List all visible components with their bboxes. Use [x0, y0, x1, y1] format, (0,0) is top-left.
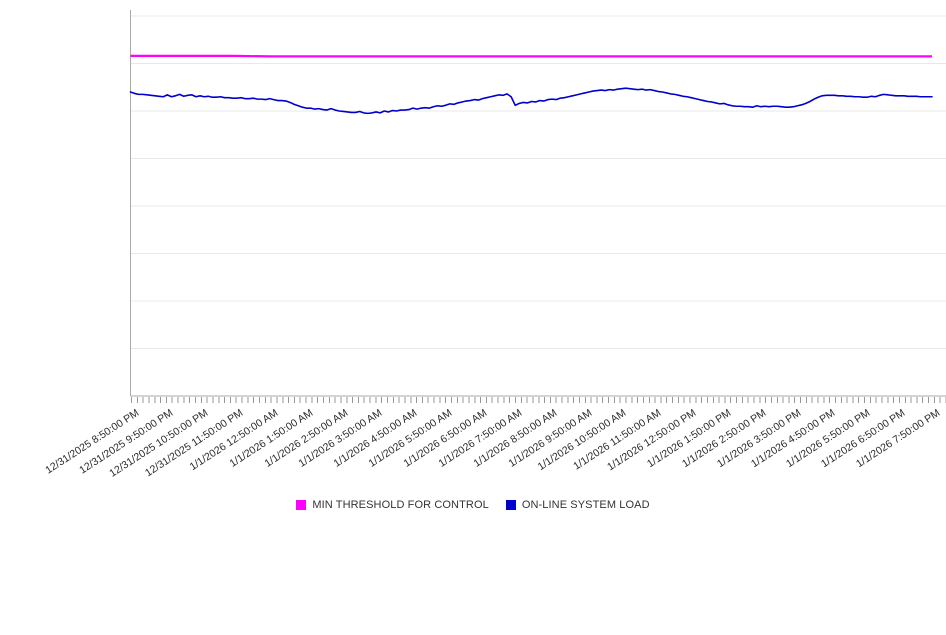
- legend-item-min-threshold-for-control[interactable]: MIN THRESHOLD FOR CONTROL: [296, 499, 488, 511]
- legend-swatch-blue: [506, 500, 516, 510]
- legend-item-on-line-system-load[interactable]: ON-LINE SYSTEM LOAD: [506, 499, 650, 511]
- legend-label-on-line-system-load: ON-LINE SYSTEM LOAD: [522, 499, 650, 511]
- chart-legend: MIN THRESHOLD FOR CONTROL ON-LINE SYSTEM…: [0, 494, 946, 516]
- legend-swatch-magenta: [296, 500, 306, 510]
- plot-area: [0, 0, 946, 526]
- legend-label-min-threshold-for-control: MIN THRESHOLD FOR CONTROL: [312, 499, 488, 511]
- series-on-line-system-load: [131, 88, 933, 113]
- x-axis-ticks: [132, 397, 946, 403]
- y-gridlines: [131, 16, 946, 349]
